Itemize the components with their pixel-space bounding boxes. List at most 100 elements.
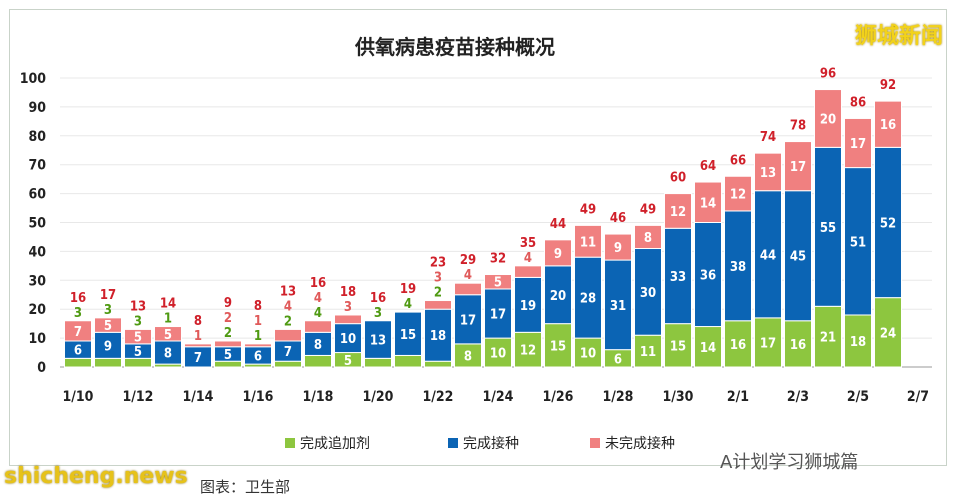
bar-segment [694, 181, 722, 223]
bar-segment [64, 357, 92, 368]
x-tick-label: 2/1 [727, 389, 749, 405]
x-tick-label: 2/5 [847, 389, 869, 405]
total-label: 18 [340, 285, 356, 300]
bar-segment [274, 360, 302, 368]
chart-title: 供氧病患疫苗接种概况 [354, 35, 555, 59]
segment-label: 5 [344, 354, 352, 369]
segment-label: 12 [520, 344, 536, 359]
bar-segment [604, 259, 632, 351]
x-tick-label: 1/14 [183, 389, 214, 405]
legend-swatch [448, 438, 458, 448]
segment-label: 8 [644, 231, 652, 246]
segment-label: 2 [224, 311, 232, 326]
x-tick-label: 1/28 [603, 389, 634, 405]
bar-segment [364, 357, 392, 368]
total-label: 16 [310, 276, 326, 291]
bar-segment [754, 317, 782, 368]
legend-label: 未完成接种 [605, 435, 675, 452]
segment-label: 30 [640, 286, 656, 301]
legend-label: 完成接种 [463, 435, 519, 452]
bar-segment [814, 305, 842, 368]
segment-label: 55 [820, 221, 836, 236]
total-label: 23 [430, 256, 446, 271]
bar-segment [724, 175, 752, 212]
segment-label: 24 [880, 326, 896, 341]
total-label: 64 [700, 159, 716, 174]
segment-label: 7 [74, 325, 82, 340]
bar-segment [544, 323, 572, 368]
bar-segment [334, 314, 362, 325]
total-label: 60 [670, 171, 686, 186]
segment-label: 1 [254, 314, 262, 329]
segment-label: 3 [434, 271, 442, 286]
segment-label: 13 [370, 334, 386, 349]
x-tick-label: 1/12 [123, 389, 154, 405]
segment-label: 38 [730, 260, 746, 275]
total-label: 14 [160, 297, 176, 312]
segment-label: 8 [164, 347, 172, 362]
y-tick-label: 90 [28, 100, 46, 116]
segment-label: 12 [670, 205, 686, 220]
total-label: 9 [224, 296, 232, 311]
bar-segment [514, 331, 542, 368]
segment-label: 4 [314, 306, 322, 321]
segment-label: 17 [490, 308, 506, 323]
legend-swatch [590, 438, 600, 448]
x-tick-label: 1/20 [363, 389, 394, 405]
total-label: 19 [400, 282, 416, 297]
total-label: 96 [820, 67, 836, 82]
segment-label: 16 [730, 338, 746, 353]
bar-segment [184, 343, 212, 348]
segment-label: 5 [134, 345, 142, 360]
total-label: 13 [280, 284, 296, 299]
bar-segment [304, 354, 332, 368]
segment-label: 18 [850, 335, 866, 350]
total-label: 35 [520, 236, 536, 251]
segment-label: 3 [134, 314, 142, 329]
segment-label: 17 [760, 336, 776, 351]
segment-label: 10 [580, 347, 596, 362]
bar-segment [844, 117, 872, 169]
total-label: 86 [850, 95, 866, 110]
bar-segment [754, 190, 782, 319]
watermark-bottom-right: A计划学习狮城篇 [720, 452, 859, 473]
legend-swatch [285, 438, 295, 448]
bar-segment [874, 297, 902, 368]
y-tick-label: 40 [28, 244, 46, 260]
segment-label: 16 [790, 338, 806, 353]
segment-label: 15 [670, 339, 686, 354]
bar-segment [364, 320, 392, 359]
y-tick-label: 60 [28, 187, 46, 203]
bar-segment [154, 326, 182, 342]
segment-label: 44 [760, 248, 776, 263]
bar-segment [454, 282, 482, 296]
bar-segment [544, 239, 572, 267]
segment-label: 6 [74, 344, 82, 359]
total-label: 17 [100, 288, 116, 303]
bar-segment [94, 357, 122, 368]
y-tick-label: 30 [28, 273, 46, 289]
x-tick-label: 1/26 [543, 389, 574, 405]
bar-segment [874, 100, 902, 148]
x-tick-label: 1/18 [303, 389, 334, 405]
bar-segment [244, 343, 272, 348]
bar-segment [784, 190, 812, 322]
segment-label: 45 [790, 250, 806, 265]
segment-label: 3 [74, 306, 82, 321]
bar-segment [484, 274, 512, 290]
segment-label: 3 [344, 300, 352, 315]
segment-label: 36 [700, 269, 716, 284]
segment-label: 1 [254, 329, 262, 344]
bar-segment [664, 193, 692, 229]
segment-label: 17 [850, 137, 866, 152]
segment-label: 5 [494, 276, 502, 291]
bar-segment [94, 317, 122, 333]
bar-segment [634, 224, 662, 250]
segment-label: 7 [194, 351, 202, 366]
x-tick-label: 1/22 [423, 389, 454, 405]
bar-segment [424, 300, 452, 310]
segment-label: 21 [820, 331, 836, 346]
segment-label: 12 [730, 188, 746, 203]
segment-label: 1 [194, 329, 202, 344]
